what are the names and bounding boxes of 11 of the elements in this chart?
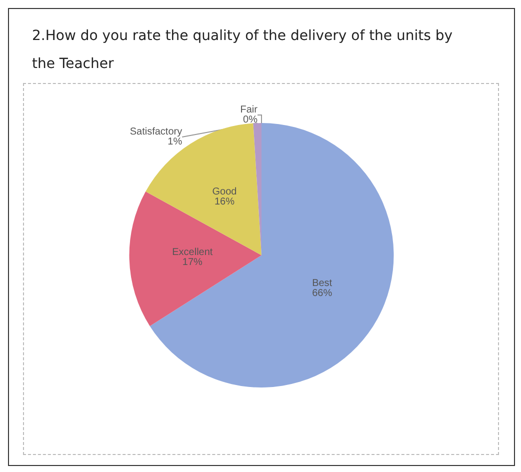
slice-label: Best — [312, 278, 332, 290]
slice-label: Good — [212, 186, 237, 198]
data-label: 66% — [312, 288, 332, 300]
text: 0% — [243, 114, 258, 126]
data-label: 1% — [168, 136, 182, 148]
category-label: Fair — [240, 104, 258, 116]
chart-title: 2.How do you rate the quality of the delivery of the units by the Teacher — [32, 28, 457, 72]
data-label: 17% — [182, 256, 203, 268]
data-label: 16% — [214, 196, 235, 208]
slice-label: Satisfactory — [130, 126, 182, 138]
slice-label: Excellent — [172, 246, 213, 258]
